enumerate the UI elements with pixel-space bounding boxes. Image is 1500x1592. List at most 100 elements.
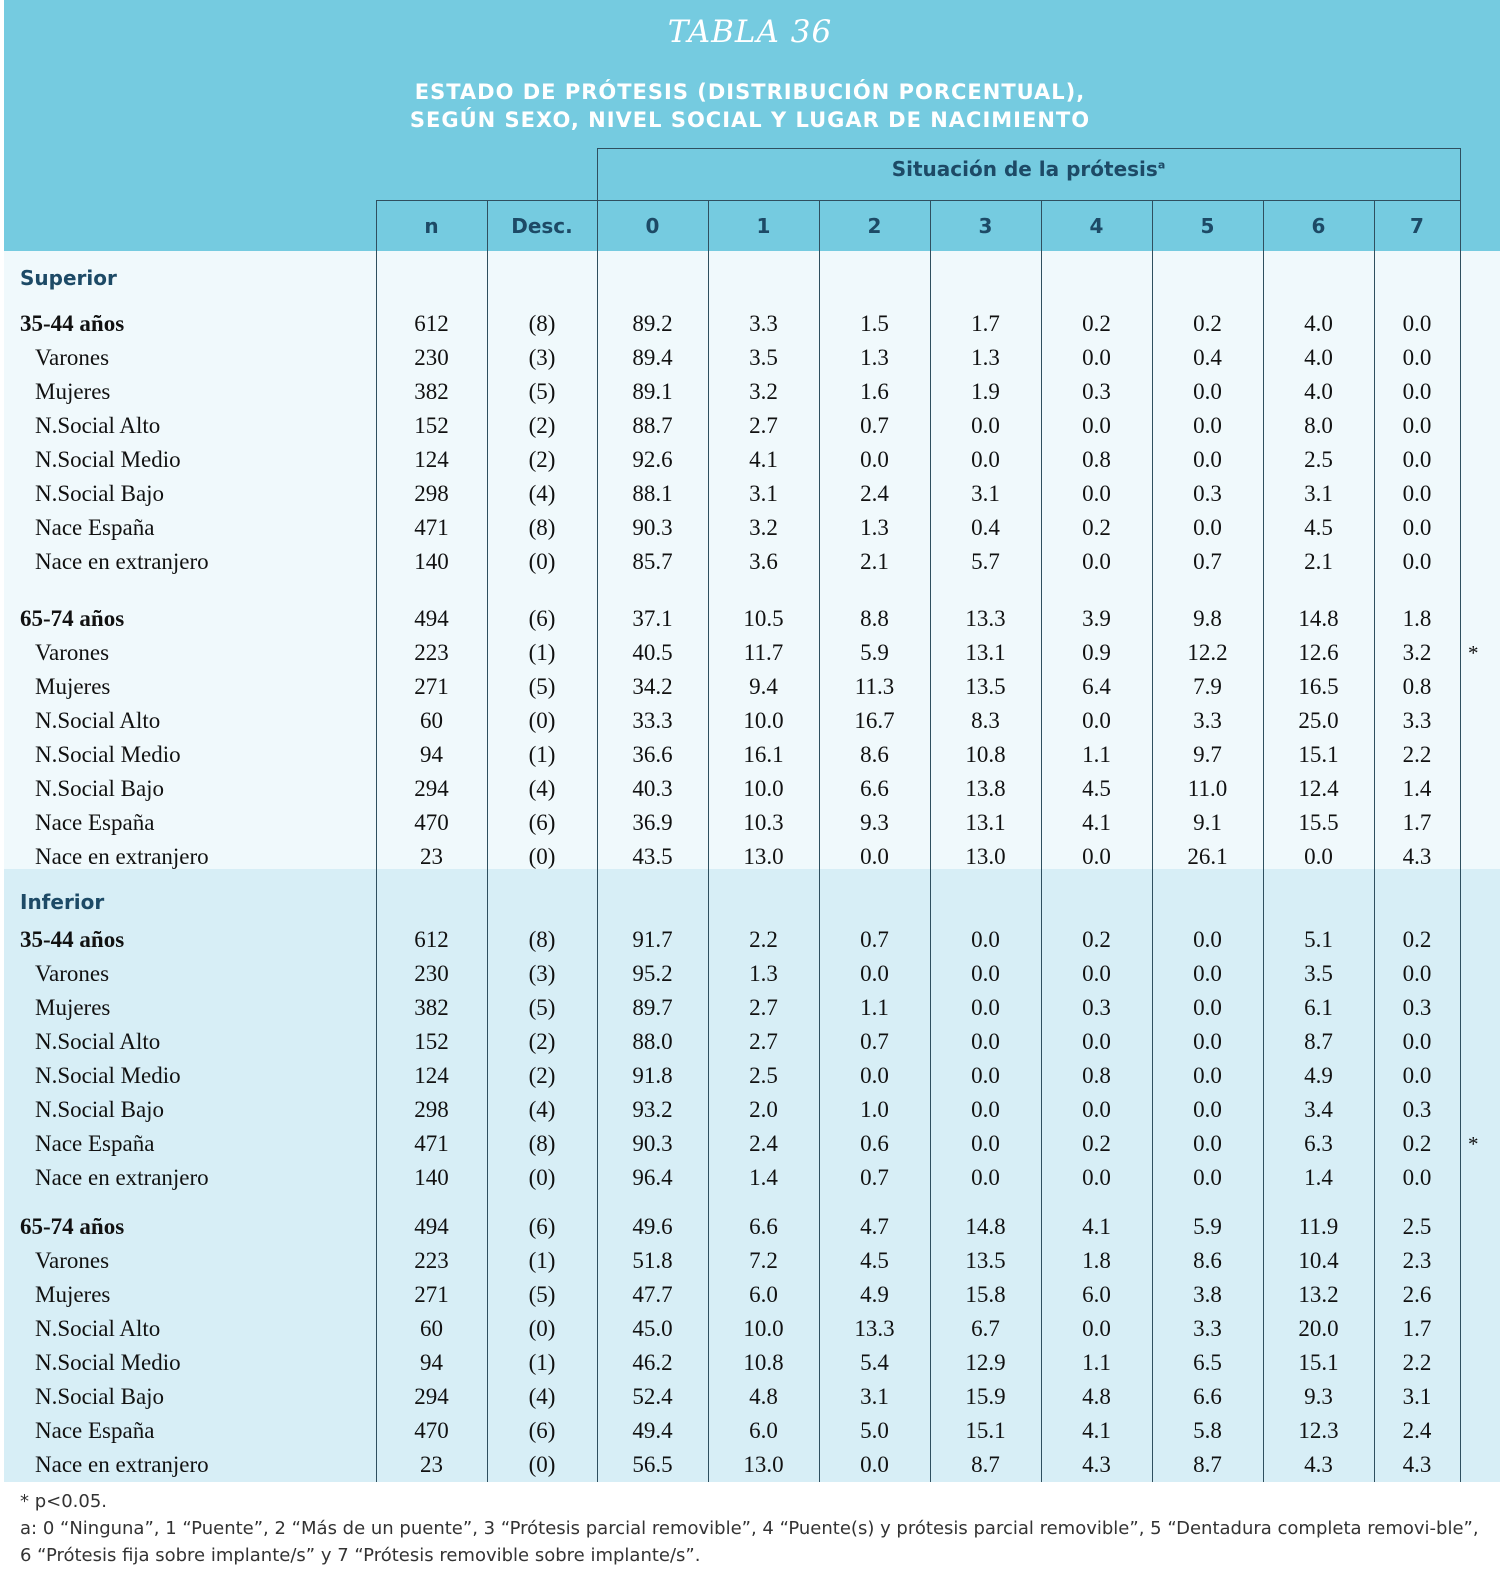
table-cell: 140 [414, 1165, 449, 1190]
table-cell: 12.2 [1187, 640, 1228, 665]
column-divider [1263, 200, 1264, 1482]
row-label: 35-44 años [20, 927, 125, 952]
table-cell: 612 [414, 927, 449, 952]
table-cell: 1.4 [749, 1165, 778, 1190]
row-label: N.Social Alto [35, 413, 161, 438]
table-cell: 0.0 [1193, 413, 1222, 438]
table-cell: 1.3 [860, 345, 889, 370]
table-cell: 1.7 [971, 311, 1000, 336]
row-label: Nace en extranjero [35, 1165, 209, 1190]
table-cell: 13.8 [965, 776, 1006, 801]
table-cell: 45.0 [632, 1316, 673, 1341]
table-cell: 10.0 [743, 708, 784, 733]
table-cell: 2.2 [1402, 742, 1432, 767]
table-cell: 60 [420, 1316, 443, 1341]
table-cell: 0.0 [1082, 481, 1111, 506]
table-cell: 15.1 [1298, 1350, 1339, 1375]
table-cell: 2.2 [1402, 1350, 1432, 1375]
table-cell: 0.0 [1193, 927, 1222, 952]
table-cell: 0.2 [1082, 1131, 1111, 1156]
table-cell: 0.8 [1402, 674, 1432, 699]
table-cell: 612 [414, 311, 449, 336]
row-label: N.Social Bajo [35, 481, 165, 506]
table-cell: 0.8 [1082, 447, 1111, 472]
table-cell: 6.0 [1082, 1282, 1111, 1307]
table-cell: (1) [528, 1248, 556, 1273]
table-cell: 1.8 [1402, 606, 1432, 631]
table-cell: 2.1 [860, 549, 889, 574]
column-header: 1 [756, 214, 771, 238]
table-cell: 0.0 [1193, 1097, 1222, 1122]
table-cell: 0.6 [860, 1131, 889, 1156]
table-cell: 3.2 [1402, 640, 1432, 665]
table-cell: 11.9 [1298, 1214, 1339, 1239]
table-cell: 13.5 [965, 1248, 1006, 1273]
table-cell: 0.0 [1402, 311, 1432, 336]
table-cell: 5.9 [860, 640, 889, 665]
table-cell: 3.5 [1304, 961, 1333, 986]
table-cell: 16.7 [854, 708, 895, 733]
table-cell: 0.0 [971, 927, 1000, 952]
table-cell: 0.0 [1082, 413, 1111, 438]
table-cell: 12.9 [965, 1350, 1006, 1375]
table-cell: (2) [528, 413, 556, 438]
column-divider [597, 148, 598, 1482]
table-cell: 5.4 [860, 1350, 889, 1375]
table-cell: 0.0 [971, 1063, 1000, 1088]
table-cell: 0.0 [1082, 1029, 1111, 1054]
table-cell: 0.0 [1402, 447, 1432, 472]
table-cell: 0.0 [1193, 515, 1222, 540]
table-cell: 494 [414, 606, 449, 631]
table-cell: 5.7 [971, 549, 1000, 574]
table-cell: 6.0 [749, 1418, 778, 1443]
table-cell: 4.8 [749, 1384, 778, 1409]
table-cell: (0) [528, 1316, 556, 1341]
row-label: N.Social Medio [35, 1350, 181, 1375]
table-cell: 33.3 [632, 708, 673, 733]
row-label: Mujeres [35, 379, 111, 404]
row-label: Nace España [35, 515, 155, 540]
table-row: Varones 223 (1) 40.5 11.7 5.9 13.1 0.9 12.2 12.6 3… [0, 636, 1500, 670]
table-cell: 13.1 [965, 640, 1006, 665]
column-divider [1374, 200, 1375, 1482]
table-cell: (8) [528, 927, 556, 952]
table-cell: 0.0 [1082, 961, 1111, 986]
header-band [4, 0, 1500, 251]
table-cell: 2.5 [1304, 447, 1333, 472]
table-cell: 10.0 [743, 1316, 784, 1341]
table-title: TABLA 36 [667, 14, 833, 50]
table-row: Mujeres 382 (5) 89.1 3.2 1.6 1.9 0.3 0.0 4.0 0.0 [0, 375, 1500, 409]
row-label: N.Social Medio [35, 742, 181, 767]
table-cell: 12.3 [1298, 1418, 1339, 1443]
table-row: N.Social Bajo 298 (4) 88.1 3.1 2.4 3.1 0.0 0.3 3.… [0, 477, 1500, 511]
table-cell: 2.5 [1402, 1214, 1432, 1239]
table-cell: 89.2 [632, 311, 673, 336]
table-cell: 1.3 [860, 515, 889, 540]
table-cell: 1.6 [860, 379, 889, 404]
table-cell: 8.7 [1193, 1452, 1222, 1477]
table-cell: 0.8 [1082, 1063, 1111, 1088]
column-divider [1041, 200, 1042, 1482]
row-label: Varones [35, 961, 110, 986]
table-cell: 13.0 [965, 844, 1006, 869]
table-cell: 3.3 [1402, 708, 1432, 733]
column-divider [819, 200, 820, 1482]
table-cell: 8.7 [1304, 1029, 1333, 1054]
table-cell: (2) [528, 1063, 556, 1088]
row-label: Mujeres [35, 1282, 111, 1307]
table-cell: 4.3 [1402, 1452, 1432, 1477]
table-cell: 0.2 [1193, 311, 1222, 336]
row-label: 35-44 años [20, 311, 125, 336]
table-cell: (4) [528, 1384, 556, 1409]
column-header: 3 [978, 214, 993, 238]
table-cell: (0) [528, 844, 556, 869]
table-cell: (4) [528, 481, 556, 506]
table-cell: 0.0 [971, 995, 1000, 1020]
table-row: 35-44 años 612 (8) 91.7 2.2 0.7 0.0 0.2 0.0 5.1 0.… [0, 923, 1500, 957]
table-cell: 3.2 [749, 515, 778, 540]
table-cell: 382 [414, 379, 449, 404]
table-cell: 2.4 [749, 1131, 778, 1156]
table-cell: 36.6 [632, 742, 673, 767]
table-cell: 36.9 [632, 810, 673, 835]
table-subtitle-line-2: SEGÚN SEXO, NIVEL SOCIAL Y LUGAR DE NACI… [409, 108, 1091, 132]
